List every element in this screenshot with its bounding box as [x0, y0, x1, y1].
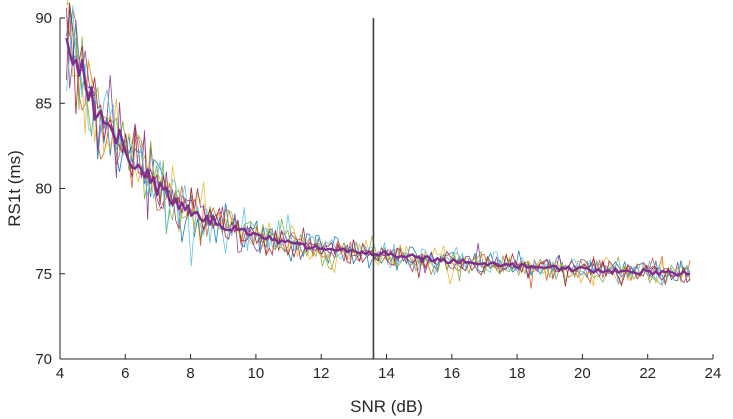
x-tick-label: 16	[443, 365, 460, 382]
x-tick-label: 8	[186, 365, 194, 382]
x-tick-label: 6	[121, 365, 129, 382]
x-axis-label: SNR (dB)	[350, 397, 423, 416]
x-tick-label: 10	[248, 365, 265, 382]
x-tick-label: 12	[313, 365, 330, 382]
y-tick-label: 80	[35, 181, 52, 198]
noise-series-6	[66, 5, 691, 286]
y-tick-label: 75	[35, 266, 52, 283]
y-tick-label: 70	[35, 351, 52, 368]
noise-series-2	[66, 8, 691, 289]
mean-series-layer	[65, 37, 691, 277]
y-tick-label: 90	[35, 10, 52, 27]
x-tick-label: 4	[56, 365, 64, 382]
axes	[59, 17, 714, 360]
noise-series-7	[66, 3, 691, 287]
y-tick-labels: 70 75 80 85 90	[35, 10, 52, 368]
y-axis-label: RS1t (ms)	[5, 150, 24, 227]
x-tick-label: 22	[639, 365, 656, 382]
x-tick-label: 18	[509, 365, 526, 382]
noise-series-3	[67, 0, 691, 287]
noise-series-layer	[66, 0, 691, 289]
noise-series-1	[66, 9, 691, 285]
x-tick-labels: 4 6 8 10 12 14 16 18 20 22 24	[56, 365, 722, 382]
x-tick-label: 24	[705, 365, 722, 382]
x-tick-label: 20	[574, 365, 591, 382]
x-tick-label: 14	[378, 365, 395, 382]
y-tick-label: 85	[35, 95, 52, 112]
noise-series-5	[66, 2, 691, 286]
noise-series-4	[66, 7, 691, 284]
mean-series-line	[65, 37, 691, 277]
